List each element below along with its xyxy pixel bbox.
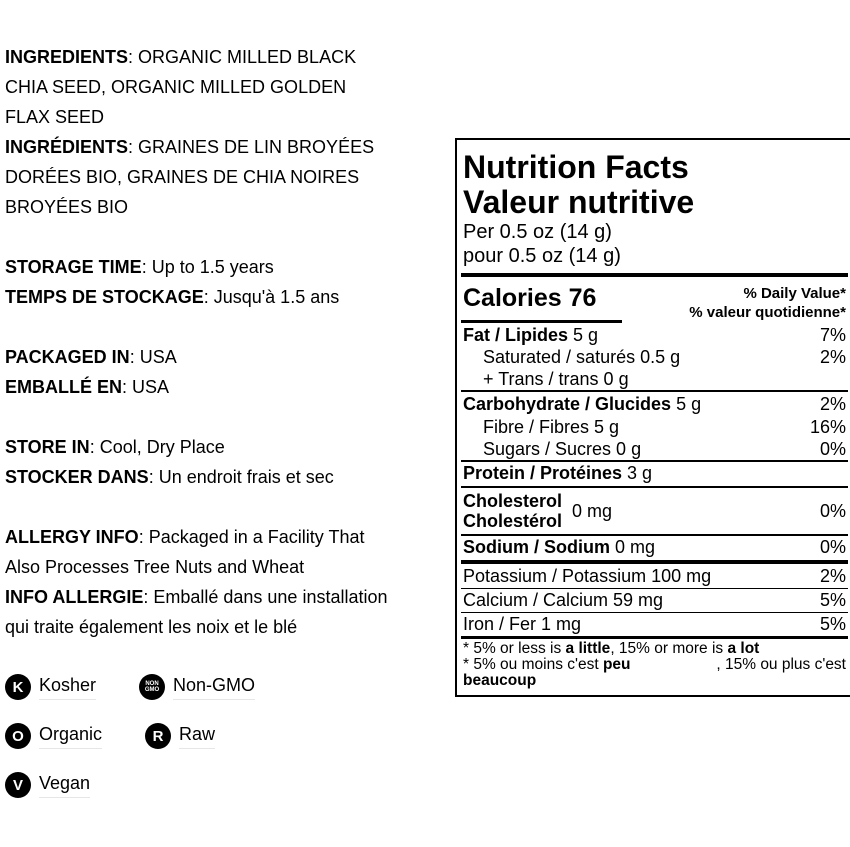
store-fr-label: STOCKER DANS xyxy=(5,467,149,487)
divider xyxy=(461,560,848,564)
ingredients-text: FLAX SEED xyxy=(5,107,105,127)
nutrient-row: + Trans / trans 0 g xyxy=(483,369,629,389)
allergy-fr-text: qui traite également les noix et le blé xyxy=(5,617,298,637)
serving-size-fr: pour 0.5 oz (14 g) xyxy=(463,245,621,267)
allergy-fr-label: INFO ALLERGIE xyxy=(5,587,144,607)
divider xyxy=(461,612,848,613)
serving-size: Per 0.5 oz (14 g) xyxy=(463,221,612,243)
nutrient-row: Calcium / Calcium 59 mg 5% xyxy=(463,590,846,610)
ingredients-text: CHIA SEED, ORGANIC MILLED GOLDEN xyxy=(5,77,347,97)
badge-non-gmo: NON GMO Non-GMO xyxy=(139,674,256,700)
allergy-text: Also Processes Tree Nuts and Wheat xyxy=(5,557,305,577)
divider xyxy=(461,390,848,392)
calories-value: 76 xyxy=(568,284,597,312)
ingredients-fr-text: BROYÉES BIO xyxy=(5,197,129,217)
nutrition-facts-table: Nutrition Facts Valeur nutritive Per 0.5… xyxy=(455,138,850,697)
cholesterol-row: Cholesterol Cholestérol 0 mg 0% xyxy=(463,491,846,531)
allergy-fr-text: : Emballé dans une installation xyxy=(143,587,388,607)
divider xyxy=(461,534,848,536)
packaged-fr-text: : USA xyxy=(122,377,170,397)
divider xyxy=(461,486,848,488)
daily-value-header: % Daily Value*% valeur quotidienne* xyxy=(689,285,846,321)
store-text: : Cool, Dry Place xyxy=(89,437,225,457)
divider xyxy=(461,636,848,639)
ingredients-text: : ORGANIC MILLED BLACK xyxy=(128,47,357,67)
vegan-icon: V xyxy=(5,772,31,798)
nutrient-row: Fibre / Fibres 5 g 16% xyxy=(483,417,846,437)
ingredients-fr-label: INGRÉDIENTS xyxy=(5,137,129,157)
badge-kosher: K Kosher xyxy=(5,674,97,700)
divider xyxy=(461,320,622,323)
divider xyxy=(461,273,848,277)
divider xyxy=(461,588,848,589)
storage-fr-label: TEMPS DE STOCKAGE xyxy=(5,287,204,307)
store-fr-text: : Un endroit frais et sec xyxy=(148,467,334,487)
store-label: STORE IN xyxy=(5,437,90,457)
ingredients-fr-text: DORÉES BIO, GRAINES DE CHIA NOIRES xyxy=(5,167,360,187)
storage-fr-text: : Jusqu'à 1.5 ans xyxy=(203,287,340,307)
packaged-fr-label: EMBALLÉ EN xyxy=(5,377,122,397)
nutrient-row: Fat / Lipides 5 g 7% xyxy=(463,325,846,345)
storage-text: : Up to 1.5 years xyxy=(141,257,274,277)
ingredients-label: INGREDIENTS xyxy=(5,47,129,67)
non-gmo-icon: NON GMO xyxy=(139,674,165,700)
packaged-label: PACKAGED IN xyxy=(5,347,130,367)
nutrient-row: Sodium / Sodium 0 mg 0% xyxy=(463,537,846,557)
allergy-text: : Packaged in a Facility That xyxy=(138,527,365,547)
badge-organic: O Organic xyxy=(5,723,103,749)
organic-icon: O xyxy=(5,723,31,749)
ingredients-fr-text: : GRAINES DE LIN BROYÉES xyxy=(128,137,375,157)
nutrient-row: Saturated / saturés 0.5 g 2% xyxy=(483,347,846,367)
footnote: * 5% or less is a little, 15% or more is… xyxy=(463,640,846,689)
nutrition-title-fr: Valeur nutritive xyxy=(463,184,695,220)
nutrient-row: Potassium / Potassium 100 mg 2% xyxy=(463,566,846,586)
badge-vegan: V Vegan xyxy=(5,772,91,798)
nutrient-row: Carbohydrate / Glucides 5 g 2% xyxy=(463,394,846,414)
storage-label: STORAGE TIME xyxy=(5,257,142,277)
nutrient-row: Iron / Fer 1 mg 5% xyxy=(463,614,846,634)
badge-raw: R Raw xyxy=(145,723,216,749)
divider xyxy=(461,460,848,462)
packaged-text: : USA xyxy=(129,347,177,367)
nutrition-title: Nutrition Facts xyxy=(463,149,689,185)
nutrient-row: Sugars / Sucres 0 g 0% xyxy=(483,439,846,459)
allergy-label: ALLERGY INFO xyxy=(5,527,139,547)
nutrient-row: Protein / Protéines 3 g xyxy=(463,463,653,483)
kosher-icon: K xyxy=(5,674,31,700)
calories: Calories 76 xyxy=(463,284,597,312)
raw-icon: R xyxy=(145,723,171,749)
